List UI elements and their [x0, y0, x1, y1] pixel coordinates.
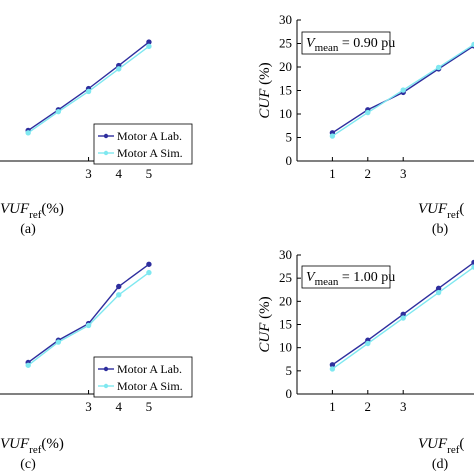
panel-b-panel-label: (b): [432, 222, 449, 237]
panel-b-y-tick-label: 10: [279, 106, 292, 121]
panel-d-x-tick-label: 2: [365, 399, 372, 414]
panel-d-x-axis-label-unit: (: [459, 436, 464, 452]
panel-b-annotation-box: [301, 31, 391, 55]
panel-d-x-axis-label: VUFref(: [418, 436, 464, 456]
panel-a-legend-box: [93, 123, 193, 165]
panel-a-x-tick-label: 3: [85, 166, 92, 181]
panel-a-series-sim-point: [146, 43, 152, 50]
panel-b-annotation-text: Vmean = 0.90 pu: [306, 36, 395, 54]
panel-b-series-sim-point: [400, 87, 406, 93]
panel-c-series-sim-point: [146, 269, 152, 276]
panel-d-annotation-sub: mean: [315, 276, 339, 288]
panel-d-y-tick-label: 20: [279, 293, 292, 308]
panel-a-legend-marker: [103, 133, 109, 139]
panel-b-annotation-sub: mean: [315, 42, 339, 54]
panel-d-x-axis-label-sub: ref: [447, 444, 460, 456]
panel-a-x-axis-label-sub: ref: [29, 209, 42, 221]
panel-c-panel-label: (c): [20, 457, 36, 472]
panel-b-y-axis-label: CUF (%): [257, 62, 273, 118]
panel-b-y-tick-label: 20: [279, 59, 292, 74]
panel-d-series-sim-point: [435, 289, 442, 296]
panel-b-annotation-rest: = 0.90 pu: [338, 36, 395, 51]
panel-a-legend-label: Motor A Sim.: [117, 146, 183, 160]
panel-c-series-sim-line: [27, 272, 150, 366]
panel-a-panel-label: (a): [20, 222, 36, 237]
panel-d-y-axis-label-main: CUF: [257, 322, 273, 353]
panel-d-series-sim-point: [329, 366, 336, 372]
panel-c-x-tick-label: 5: [146, 399, 153, 414]
panel-b-y-tick-label: 0: [286, 153, 293, 168]
panel-d-series-sim-point: [400, 315, 406, 321]
panel-b-x-axis-label: VUFref(: [418, 201, 464, 221]
panel-b-x-axis-label-main: VUF: [418, 201, 448, 217]
panel-b-y-axis-label-main: CUF: [257, 88, 273, 119]
panel-a-x-axis-label: VUFref(%): [0, 201, 64, 221]
panel-c-series-sim-point: [116, 292, 122, 298]
panel-a-legend-marker: [103, 150, 109, 156]
panel-c-legend-box: [93, 356, 193, 398]
panel-c-legend-label: Motor A Lab.: [117, 362, 182, 376]
panel-d-y-tick-label: 15: [279, 317, 292, 332]
panel-c-series-sim-point: [55, 339, 62, 345]
panel-d-y-axis-label: CUF (%): [257, 296, 273, 352]
panel-b-series-sim-point: [329, 133, 336, 139]
panel-d-annotation-prefix: V: [306, 270, 316, 285]
panel-b-x-axis-label-sub: ref: [447, 209, 460, 221]
panel-d-annotation-rest: = 1.00 pu: [338, 270, 395, 285]
panel-d-y-tick-label: 30: [279, 247, 292, 262]
panel-b-y-axis-label-unit: (%): [257, 62, 273, 88]
panel-c-series-lab-point: [116, 283, 122, 290]
panel-d-y-tick-label: 25: [279, 270, 292, 285]
panel-a-x-axis-label-main: VUF: [0, 201, 30, 217]
panel-d-x-tick-label: 1: [329, 399, 336, 414]
panel-a-legend-label: Motor A Lab.: [117, 129, 182, 143]
panel-b-x-tick-label: 1: [329, 166, 336, 181]
panel-b-y-tick-label: 25: [279, 36, 292, 51]
panel-d-x-tick-label: 3: [400, 399, 407, 414]
panel-d-panel-label: (d): [432, 457, 449, 472]
panel-b-series-sim-point: [435, 64, 442, 71]
panel-c-x-axis-label: VUFref(%): [0, 436, 64, 456]
panel-c-x-axis-label-sub: ref: [29, 444, 42, 456]
panel-b-y-tick-label: 5: [286, 130, 293, 145]
panel-d-series-sim-point: [365, 340, 371, 347]
panel-b-annotation-prefix: V: [306, 36, 316, 51]
panel-a-series-sim-point: [55, 108, 62, 115]
panel-b-y-tick-label: 30: [279, 12, 292, 27]
panel-b-x-tick-label: 3: [400, 166, 407, 181]
panel-b-series-sim-point: [365, 109, 371, 116]
panel-b-y-tick-label: 15: [279, 83, 292, 98]
panel-d-y-axis-label-unit: (%): [257, 296, 273, 322]
panel-d-annotation-box: [301, 265, 391, 289]
panel-b-x-tick-label: 2: [365, 166, 372, 181]
panel-c-legend-marker: [103, 366, 109, 372]
panel-c-x-axis-label-unit: (%): [41, 436, 64, 452]
panel-c-series-lab-point: [146, 261, 152, 267]
panel-a-series-sim-point: [25, 130, 31, 136]
panel-a-x-tick-label: 5: [146, 166, 153, 181]
panel-c-series-sim-point: [25, 362, 31, 368]
panel-a-series-sim-point: [116, 66, 122, 72]
panel-a-series-sim-point: [85, 88, 92, 95]
panel-a-x-axis-label-unit: (%): [41, 201, 64, 217]
panel-a-x-tick-label: 4: [115, 166, 122, 181]
panel-c-legend-marker: [103, 383, 109, 389]
panel-c-x-tick-label: 3: [85, 399, 92, 414]
panel-d-x-axis-label-main: VUF: [418, 436, 448, 452]
panel-c-x-tick-label: 4: [115, 399, 122, 414]
panel-d-y-tick-label: 5: [286, 363, 293, 378]
panel-d-y-tick-label: 10: [279, 340, 292, 355]
panel-c-x-axis-label-main: VUF: [0, 436, 30, 452]
panel-d-y-tick-label: 0: [286, 386, 293, 401]
panel-c-series-sim-point: [85, 322, 92, 329]
panel-c-series-lab-line: [27, 263, 150, 364]
panel-d-annotation-text: Vmean = 1.00 pu: [306, 270, 395, 288]
panel-b-x-axis-label-unit: (: [459, 201, 464, 217]
panel-c-legend-label: Motor A Sim.: [117, 379, 183, 393]
